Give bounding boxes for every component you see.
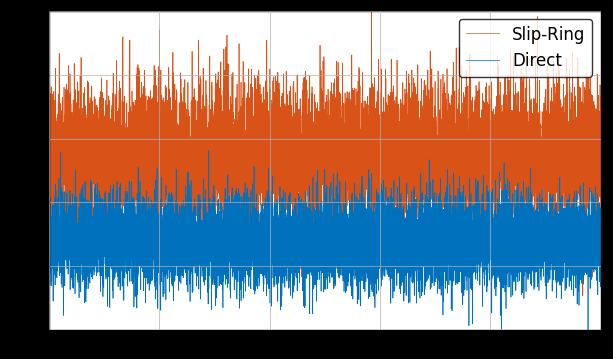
Direct bbox=[568, 229, 575, 233]
Direct bbox=[315, 224, 322, 228]
Slip-Ring bbox=[78, 145, 86, 150]
Slip-Ring bbox=[153, 155, 161, 159]
Line: Slip-Ring: Slip-Ring bbox=[49, 0, 601, 296]
Legend: Slip-Ring, Direct: Slip-Ring, Direct bbox=[459, 19, 592, 77]
Direct bbox=[597, 224, 604, 228]
Slip-Ring bbox=[597, 214, 604, 218]
Direct bbox=[584, 329, 592, 333]
Direct bbox=[205, 148, 213, 153]
Slip-Ring bbox=[568, 192, 575, 197]
Direct bbox=[45, 227, 53, 232]
Direct bbox=[153, 240, 161, 244]
Line: Direct: Direct bbox=[49, 150, 601, 331]
Slip-Ring bbox=[68, 155, 75, 160]
Slip-Ring bbox=[579, 294, 587, 298]
Slip-Ring bbox=[48, 151, 55, 155]
Direct bbox=[78, 249, 86, 253]
Direct bbox=[48, 255, 55, 260]
Slip-Ring bbox=[315, 109, 322, 113]
Slip-Ring bbox=[45, 180, 53, 184]
Direct bbox=[68, 231, 75, 236]
